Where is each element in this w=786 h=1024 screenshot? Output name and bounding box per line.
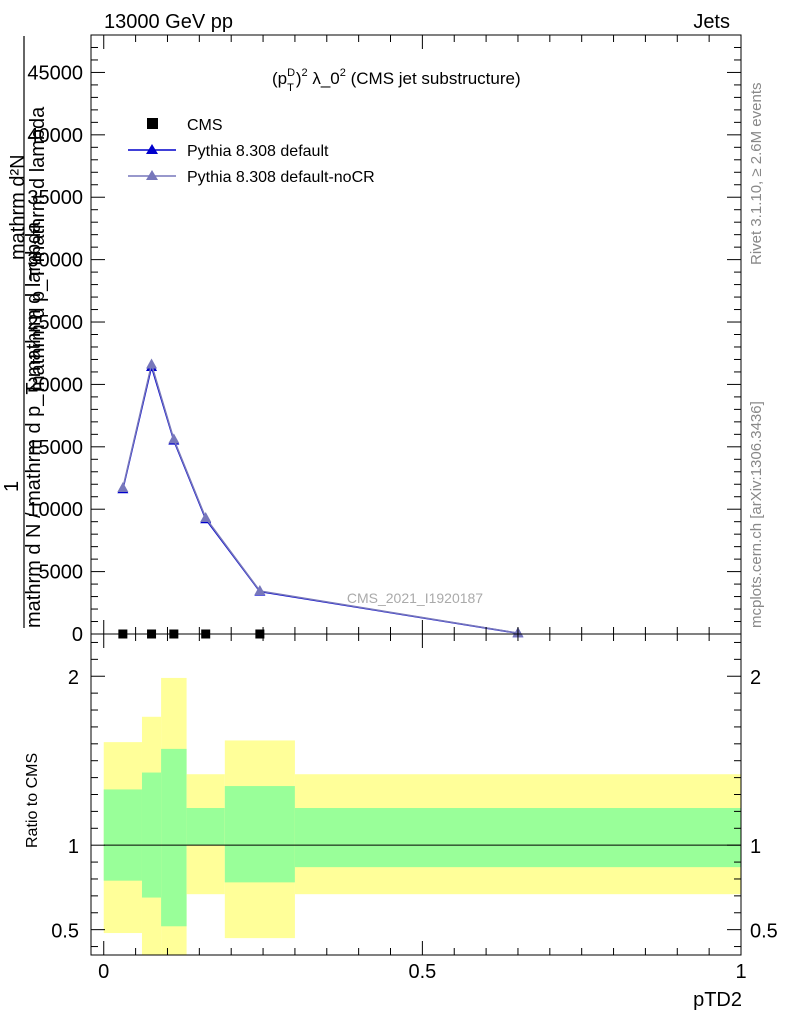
header-left: 13000 GeV pp xyxy=(104,11,233,33)
xtick-label: 1 xyxy=(735,961,746,983)
xtick-label: 0 xyxy=(98,961,109,983)
point-pythia-8-308-default-nocr xyxy=(117,481,129,492)
main-ytick-labels: 0 5000 10000 15000 20000 25000 30000 35000 40000… xyxy=(27,62,83,646)
ratio-bands xyxy=(103,677,741,955)
ratio-panel: 0.5 0.51 12 2 0 0.5 1 Ratio to CMS pTD2 xyxy=(24,633,778,1011)
legend-label-nocr: Pythia 8.308 default-noCR xyxy=(187,169,375,186)
point-pythia-8-308-default-nocr xyxy=(254,584,266,595)
legend-marker-default xyxy=(146,144,158,154)
legend: CMS Pythia 8.308 default Pythia 8.308 de… xyxy=(128,117,375,186)
ratio-ytick-labels: 0.5 0.5 1 1 2 2 xyxy=(51,667,778,942)
main-ytick-label: 35000 xyxy=(27,187,83,209)
point-pythia-8-308-default-nocr xyxy=(200,511,212,522)
legend-marker-nocr xyxy=(146,170,158,180)
ratio-band-inner xyxy=(103,789,142,881)
point-pythia-8-308-default-nocr xyxy=(168,433,180,444)
mcplots-label: mcplots.cern.ch [arXiv:1306.3436] xyxy=(748,401,765,628)
rivet-label: Rivet 3.1.10, ≥ 2.6M events xyxy=(748,83,765,266)
main-ytick-label: 20000 xyxy=(27,374,83,396)
ratio-ticks xyxy=(91,634,742,955)
main-ytick-label: 30000 xyxy=(27,250,83,272)
point-pythia-8-308-default-nocr xyxy=(146,358,158,369)
ratio-band-inner xyxy=(224,786,295,883)
ratio-ylabel: Ratio to CMS xyxy=(24,753,41,848)
ratio-band-inner xyxy=(294,808,741,868)
ratio-ytick-label: 2 xyxy=(68,667,79,689)
ratio-ytick-label: 1 xyxy=(68,836,79,858)
main-panel: 0 5000 10000 15000 20000 25000 30000 35000 40000… xyxy=(27,34,742,646)
ratio-ytick-label: 0.5 xyxy=(51,921,79,943)
main-ytick-label: 45000 xyxy=(27,62,83,84)
main-ytick-label: 15000 xyxy=(27,437,83,459)
main-ylabel-3: mathrm d p_T mathrm d lambda xyxy=(27,106,49,392)
ratio-band-inner xyxy=(161,748,187,927)
ratio-ytick-label-right: 1 xyxy=(750,836,761,858)
ratio-ytick-label-right: 2 xyxy=(750,667,761,689)
legend-marker-cms xyxy=(147,118,158,129)
ratio-band-inner xyxy=(141,772,162,898)
watermark: CMS_2021_I1920187 xyxy=(347,590,483,606)
xlabel: pTD2 xyxy=(693,989,742,1011)
main-ytick-label: 5000 xyxy=(39,562,84,584)
main-title: (pD T)2 λ_02 (CMS jet substructure) xyxy=(272,67,521,94)
main-ylabel-0: 1 xyxy=(1,481,23,492)
main-ticks xyxy=(91,34,742,635)
line-pythia-8-308-default-nocr xyxy=(122,361,519,634)
ratio-xtick-labels: 0 0.5 1 xyxy=(98,961,746,983)
main-ytick-label: 40000 xyxy=(27,125,83,147)
ratio-ytick-label-right: 0.5 xyxy=(750,921,778,943)
main-ytick-label: 0 xyxy=(72,624,83,646)
header-right: Jets xyxy=(693,11,730,33)
xtick-label: 0.5 xyxy=(408,961,436,983)
main-ytick-label: 25000 xyxy=(27,312,83,334)
main-ytick-label: 10000 xyxy=(27,499,83,521)
ratio-band-inner xyxy=(186,808,225,846)
main-ylabel-2: mathrm d N / mathrm d p_T mathrm d lambd… xyxy=(23,221,45,628)
legend-label-cms: CMS xyxy=(187,117,223,134)
legend-label-default: Pythia 8.308 default xyxy=(187,143,329,160)
